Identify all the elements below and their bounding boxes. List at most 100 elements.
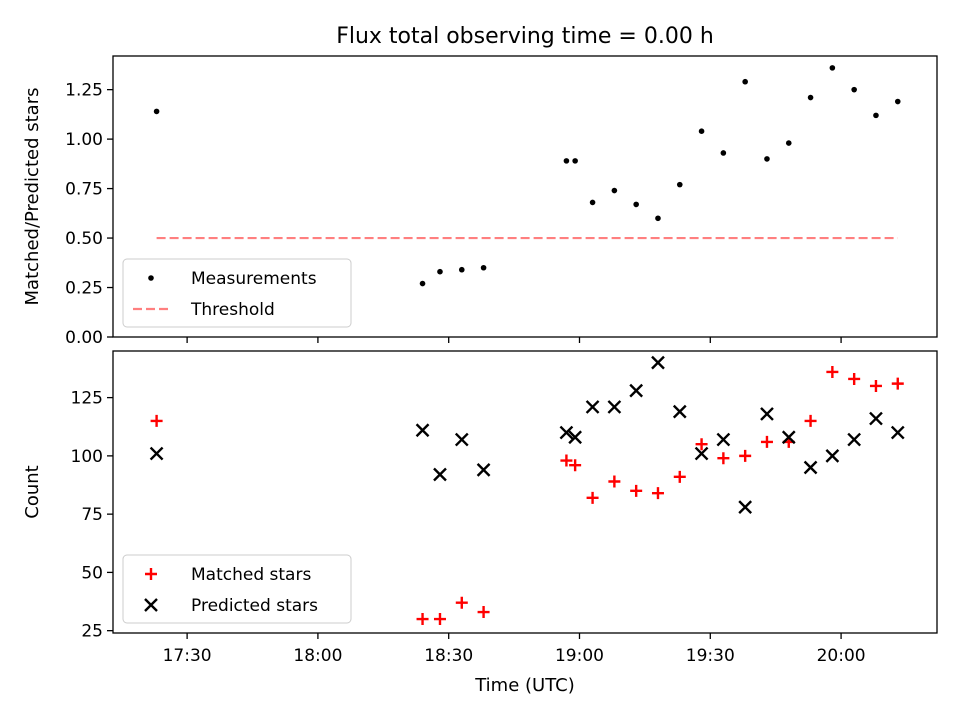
x-tick-label: 19:00 — [555, 646, 604, 666]
x-tick-label: 20:00 — [817, 646, 866, 666]
measurement-point — [873, 112, 879, 119]
measurement-point — [563, 158, 570, 164]
matched-star-point — [848, 372, 861, 385]
predicted-star-point — [694, 446, 709, 461]
ratio-panel: 0.00 0.25 0.50 0.75 1.00 1.25 Matched/Predicte… — [22, 55, 938, 348]
matched-star-point — [150, 414, 163, 427]
measurement-point — [611, 187, 618, 194]
measurement-point — [894, 98, 901, 105]
y-tick-label: 0.25 — [65, 279, 103, 299]
y-tick-label: 1.25 — [65, 81, 103, 101]
x-tick-label: 19:30 — [686, 646, 735, 666]
matched-star-point — [673, 470, 686, 483]
chart-title: Flux total observing time = 0.00 h — [336, 24, 714, 49]
y-tick-label: 100 — [71, 447, 103, 467]
x-axis-label: Time (UTC) — [474, 675, 575, 696]
matched-star-point — [433, 613, 446, 626]
matched-star-point — [608, 475, 621, 488]
predicted-star-point — [433, 467, 447, 482]
matched-star-point — [477, 606, 490, 619]
matched-star-point — [416, 613, 429, 626]
predicted-star-point — [607, 400, 622, 414]
predicted-star-point — [781, 430, 796, 445]
predicted-star-point — [760, 407, 774, 421]
matched-star-point — [560, 454, 573, 467]
predicted-star-point — [672, 404, 687, 419]
matched-star-point — [586, 491, 599, 504]
predicted-star-point — [716, 432, 731, 447]
predicted-star-point — [415, 423, 430, 438]
legend-box — [122, 554, 352, 624]
y-tick-label: 50 — [81, 563, 103, 583]
legend-box — [122, 258, 352, 328]
matched-star-point — [826, 365, 839, 378]
axes-frame — [112, 55, 938, 338]
measurement-point — [437, 268, 443, 275]
y-tick-label: 1.00 — [65, 130, 103, 150]
predicted-star-point — [568, 430, 582, 445]
legend-marker — [148, 275, 154, 281]
matched-star-point — [695, 438, 708, 451]
predicted-star-point — [476, 463, 491, 477]
predicted-star-point — [825, 449, 840, 463]
y-axis-label: Matched/Predicted stars — [22, 88, 43, 306]
predicted-star-point — [149, 446, 164, 461]
y-axis-label: Count — [22, 465, 43, 518]
measurement-point — [785, 140, 792, 146]
measurement-point — [807, 94, 814, 101]
legend-label: Measurements — [191, 269, 317, 289]
matched-star-point — [804, 414, 817, 427]
measurement-point — [633, 201, 639, 208]
x-tick-label: 18:30 — [424, 646, 473, 666]
measurement-point — [720, 150, 727, 156]
measurement-point — [742, 78, 748, 85]
legend-marker — [144, 598, 158, 612]
axes-frame — [112, 350, 938, 634]
predicted-star-point — [890, 425, 905, 440]
y-tick-label: 0.75 — [65, 180, 103, 200]
measurement-point — [829, 65, 836, 71]
y-tick-label: 25 — [81, 622, 103, 642]
measurement-point — [589, 199, 596, 206]
matched-star-point — [891, 377, 904, 390]
measurement-point — [698, 128, 705, 134]
measurement-point — [676, 181, 683, 188]
y-tick-label: 75 — [81, 505, 103, 525]
matched-star-point — [455, 596, 468, 609]
measurement-point — [764, 156, 770, 162]
measurement-point — [851, 86, 857, 93]
matched-star-point — [717, 452, 730, 465]
matched-star-point — [760, 435, 773, 448]
predicted-star-point — [651, 355, 665, 370]
legend-label: Threshold — [190, 300, 275, 320]
predicted-star-point — [585, 400, 600, 414]
y-tick-label: 0.00 — [65, 328, 103, 348]
legend-label: Predicted stars — [191, 596, 318, 616]
measurement-point — [480, 264, 487, 271]
measurement-point — [419, 280, 426, 287]
count-panel: 25 50 75 100 125 17:30 18:00 18:30 19:00 19:30 20:… — [22, 350, 938, 666]
predicted-star-point — [847, 432, 862, 447]
measurement-point — [572, 158, 578, 164]
legend-label: Matched stars — [191, 565, 311, 585]
matched-star-point — [630, 484, 643, 497]
predicted-star-point — [454, 432, 469, 447]
matched-star-point — [869, 379, 882, 392]
y-tick-label: 0.50 — [65, 229, 103, 249]
y-tick-label: 125 — [71, 389, 103, 409]
predicted-star-point — [559, 425, 574, 440]
measurement-point — [153, 108, 160, 115]
measurement-point — [458, 266, 465, 273]
legend-marker — [145, 568, 157, 580]
predicted-star-point — [803, 460, 818, 475]
predicted-star-point — [629, 383, 644, 398]
matched-star-point — [739, 449, 752, 462]
measurement-point — [655, 215, 661, 222]
matched-star-point — [569, 459, 582, 472]
x-tick-label: 18:00 — [293, 646, 342, 666]
predicted-star-point — [869, 411, 883, 426]
x-tick-label: 17:30 — [163, 646, 212, 666]
predicted-star-point — [738, 500, 753, 514]
matched-star-point — [651, 487, 664, 500]
